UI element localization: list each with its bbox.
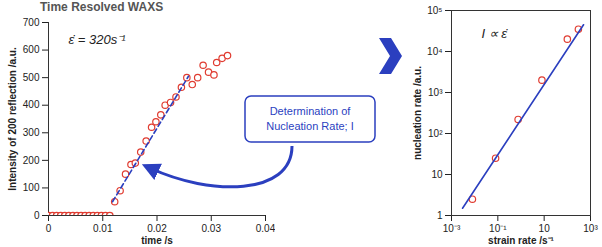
svg-text:10⁴: 10⁴ bbox=[427, 46, 442, 57]
svg-text:I ∝ ε̇: I ∝ ε̇ bbox=[482, 26, 509, 41]
svg-text:Determination of: Determination of bbox=[270, 105, 352, 117]
svg-text:0.04: 0.04 bbox=[256, 223, 275, 234]
svg-text:1: 1 bbox=[437, 210, 443, 221]
svg-text:10³: 10³ bbox=[583, 223, 598, 234]
svg-text:10⁻¹: 10⁻¹ bbox=[489, 223, 507, 234]
svg-text:10⁻³: 10⁻³ bbox=[443, 223, 461, 234]
svg-text:10²: 10² bbox=[428, 128, 443, 139]
svg-text:time /s: time /s bbox=[141, 235, 173, 246]
svg-text:0.02: 0.02 bbox=[147, 223, 167, 234]
svg-text:700: 700 bbox=[23, 17, 40, 28]
svg-text:10⁵: 10⁵ bbox=[427, 5, 442, 16]
svg-text:nucleation rate /a.u.: nucleation rate /a.u. bbox=[412, 66, 423, 160]
svg-text:strain rate /s⁻¹: strain rate /s⁻¹ bbox=[488, 235, 554, 246]
svg-text:300: 300 bbox=[23, 127, 40, 138]
svg-text:10: 10 bbox=[539, 223, 551, 234]
svg-text:Intensity of 200 reflection /a: Intensity of 200 reflection /a.u. bbox=[7, 47, 18, 191]
svg-text:200: 200 bbox=[23, 155, 40, 166]
svg-text:400: 400 bbox=[23, 99, 40, 110]
svg-text:10: 10 bbox=[431, 169, 443, 180]
svg-text:0.01: 0.01 bbox=[93, 223, 113, 234]
svg-text:100: 100 bbox=[23, 182, 40, 193]
svg-text:Nucleation Rate; I: Nucleation Rate; I bbox=[266, 120, 353, 132]
svg-text:0: 0 bbox=[46, 223, 52, 234]
svg-text:500: 500 bbox=[23, 72, 40, 83]
svg-text:600: 600 bbox=[23, 44, 40, 55]
svg-text:10³: 10³ bbox=[428, 87, 443, 98]
svg-text:0.03: 0.03 bbox=[202, 223, 222, 234]
html-text:Time Resolved WAXS: Time Resolved WAXS bbox=[40, 0, 164, 14]
svg-text:0: 0 bbox=[34, 210, 40, 221]
svg-text:ε̇ = 320s⁻¹: ε̇ = 320s⁻¹ bbox=[69, 32, 127, 47]
